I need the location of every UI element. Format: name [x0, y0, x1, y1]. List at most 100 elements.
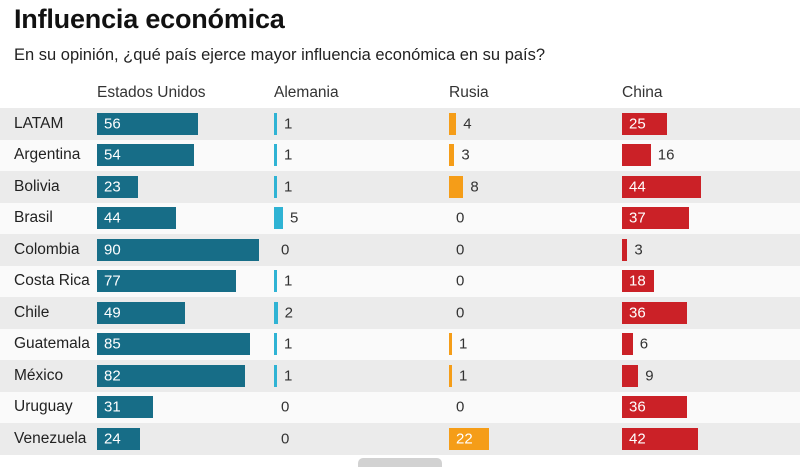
value-label-rusia-colombia: 0: [456, 241, 465, 259]
value-label-estados-unidos-colombia: 90: [104, 241, 121, 259]
value-label-estados-unidos-latam: 56: [104, 115, 121, 133]
bar-rusia-mexico: [449, 364, 452, 387]
value-label-rusia-brasil: 0: [456, 209, 465, 227]
chart-row-chile: Chile 49 2 0 36: [0, 297, 800, 329]
value-label-china-bolivia: 44: [629, 178, 646, 196]
bar-china-brasil: [622, 207, 689, 230]
bar-alemania-mexico: [274, 364, 277, 387]
value-label-alemania-guatemala: 1: [284, 335, 293, 353]
value-label-alemania-argentina: 1: [284, 146, 293, 164]
bar-alemania-costa-rica: [274, 270, 277, 293]
bar-estados-unidos-venezuela: [97, 427, 141, 450]
value-label-rusia-bolivia: 8: [470, 178, 479, 196]
value-label-estados-unidos-argentina: 54: [104, 146, 121, 164]
chart-row-uruguay: Uruguay 31 0 0 36: [0, 391, 800, 423]
value-label-china-chile: 36: [629, 304, 646, 322]
bar-estados-unidos-brasil: [97, 207, 177, 230]
scroll-handle[interactable]: [358, 458, 442, 467]
value-label-rusia-latam: 4: [463, 115, 472, 133]
value-label-alemania-venezuela: 0: [281, 430, 290, 448]
bar-alemania-chile: [274, 301, 278, 324]
bar-rusia-latam: [449, 112, 457, 135]
row-label-chile: Chile: [14, 303, 50, 321]
bar-china-chile: [622, 301, 687, 324]
value-label-china-uruguay: 36: [629, 398, 646, 416]
chart-row-argentina: Argentina 54 1 3 16: [0, 139, 800, 171]
bar-alemania-guatemala: [274, 333, 277, 356]
bar-china-guatemala: [622, 333, 633, 356]
row-label-venezuela: Venezuela: [14, 429, 87, 447]
bar-estados-unidos-mexico: [97, 364, 245, 387]
value-label-china-argentina: 16: [657, 146, 675, 164]
value-label-rusia-mexico: 1: [459, 367, 468, 385]
chart-row-mexico: México 82 1 1 9: [0, 360, 800, 392]
row-label-uruguay: Uruguay: [14, 398, 73, 416]
bar-china-argentina: [622, 144, 651, 167]
value-label-china-guatemala: 6: [639, 335, 649, 353]
column-header-estados-unidos: Estados Unidos: [97, 84, 206, 101]
value-label-alemania-costa-rica: 1: [284, 272, 293, 290]
row-label-costa-rica: Costa Rica: [14, 272, 90, 290]
bar-rusia-argentina: [449, 144, 455, 167]
bar-estados-unidos-guatemala: [97, 333, 250, 356]
value-label-estados-unidos-guatemala: 85: [104, 335, 121, 353]
value-label-alemania-bolivia: 1: [284, 178, 293, 196]
bar-alemania-argentina: [274, 144, 277, 167]
row-label-argentina: Argentina: [14, 146, 81, 164]
value-label-estados-unidos-uruguay: 31: [104, 398, 121, 416]
bar-alemania-brasil: [274, 207, 283, 230]
chart-row-bolivia: Bolivia 23 1 8 44: [0, 171, 800, 203]
value-label-china-costa-rica: 18: [629, 272, 646, 290]
bar-rusia-venezuela: [449, 427, 489, 450]
value-label-china-brasil: 37: [629, 209, 646, 227]
value-label-alemania-brasil: 5: [290, 209, 299, 227]
bar-estados-unidos-colombia: [97, 238, 259, 261]
value-label-estados-unidos-brasil: 44: [104, 209, 121, 227]
chart-row-costa-rica: Costa Rica 77 1 0 18: [0, 265, 800, 297]
bar-estados-unidos-argentina: [97, 144, 195, 167]
chart-row-colombia: Colombia 90 0 0 3: [0, 234, 800, 266]
row-label-colombia: Colombia: [14, 240, 80, 258]
bar-estados-unidos-chile: [97, 301, 186, 324]
chart-title: Influencia económica: [14, 4, 285, 34]
bar-china-uruguay: [622, 396, 687, 419]
bar-alemania-latam: [274, 112, 277, 135]
value-label-rusia-venezuela: 22: [456, 430, 473, 448]
value-label-alemania-uruguay: 0: [281, 398, 290, 416]
row-label-latam: LATAM: [14, 114, 64, 132]
value-label-alemania-colombia: 0: [281, 241, 290, 259]
value-label-alemania-latam: 1: [284, 115, 293, 133]
value-label-rusia-costa-rica: 0: [456, 272, 465, 290]
column-header-rusia: Rusia: [449, 84, 489, 101]
value-label-estados-unidos-costa-rica: 77: [104, 272, 121, 290]
column-header-alemania: Alemania: [274, 84, 339, 101]
bar-rusia-guatemala: [449, 333, 452, 356]
bar-china-bolivia: [622, 175, 702, 198]
bar-china-latam: [622, 112, 667, 135]
bar-estados-unidos-latam: [97, 112, 198, 135]
value-label-rusia-uruguay: 0: [456, 398, 465, 416]
bar-estados-unidos-costa-rica: [97, 270, 236, 293]
column-header-china: China: [622, 84, 663, 101]
bar-alemania-bolivia: [274, 175, 277, 198]
value-label-rusia-chile: 0: [456, 304, 465, 322]
chart-row-latam: LATAM 56 1 4 25: [0, 108, 800, 140]
value-label-alemania-mexico: 1: [284, 367, 293, 385]
row-label-bolivia: Bolivia: [14, 177, 60, 195]
chart-row-guatemala: Guatemala 85 1 1 6: [0, 328, 800, 360]
value-label-china-venezuela: 42: [629, 430, 646, 448]
value-label-china-colombia: 3: [634, 241, 643, 259]
bar-rusia-bolivia: [449, 175, 464, 198]
value-label-china-mexico: 9: [645, 367, 654, 385]
chart-subtitle: En su opinión, ¿qué país ejerce mayor in…: [14, 46, 546, 64]
bar-estados-unidos-uruguay: [97, 396, 153, 419]
value-label-estados-unidos-bolivia: 23: [104, 178, 121, 196]
bar-china-venezuela: [622, 427, 698, 450]
bar-estados-unidos-bolivia: [97, 175, 139, 198]
value-label-rusia-guatemala: 1: [459, 335, 468, 353]
value-label-estados-unidos-mexico: 82: [104, 367, 121, 385]
bar-china-costa-rica: [622, 270, 655, 293]
value-label-estados-unidos-venezuela: 24: [104, 430, 121, 448]
value-label-alemania-chile: 2: [284, 304, 293, 322]
